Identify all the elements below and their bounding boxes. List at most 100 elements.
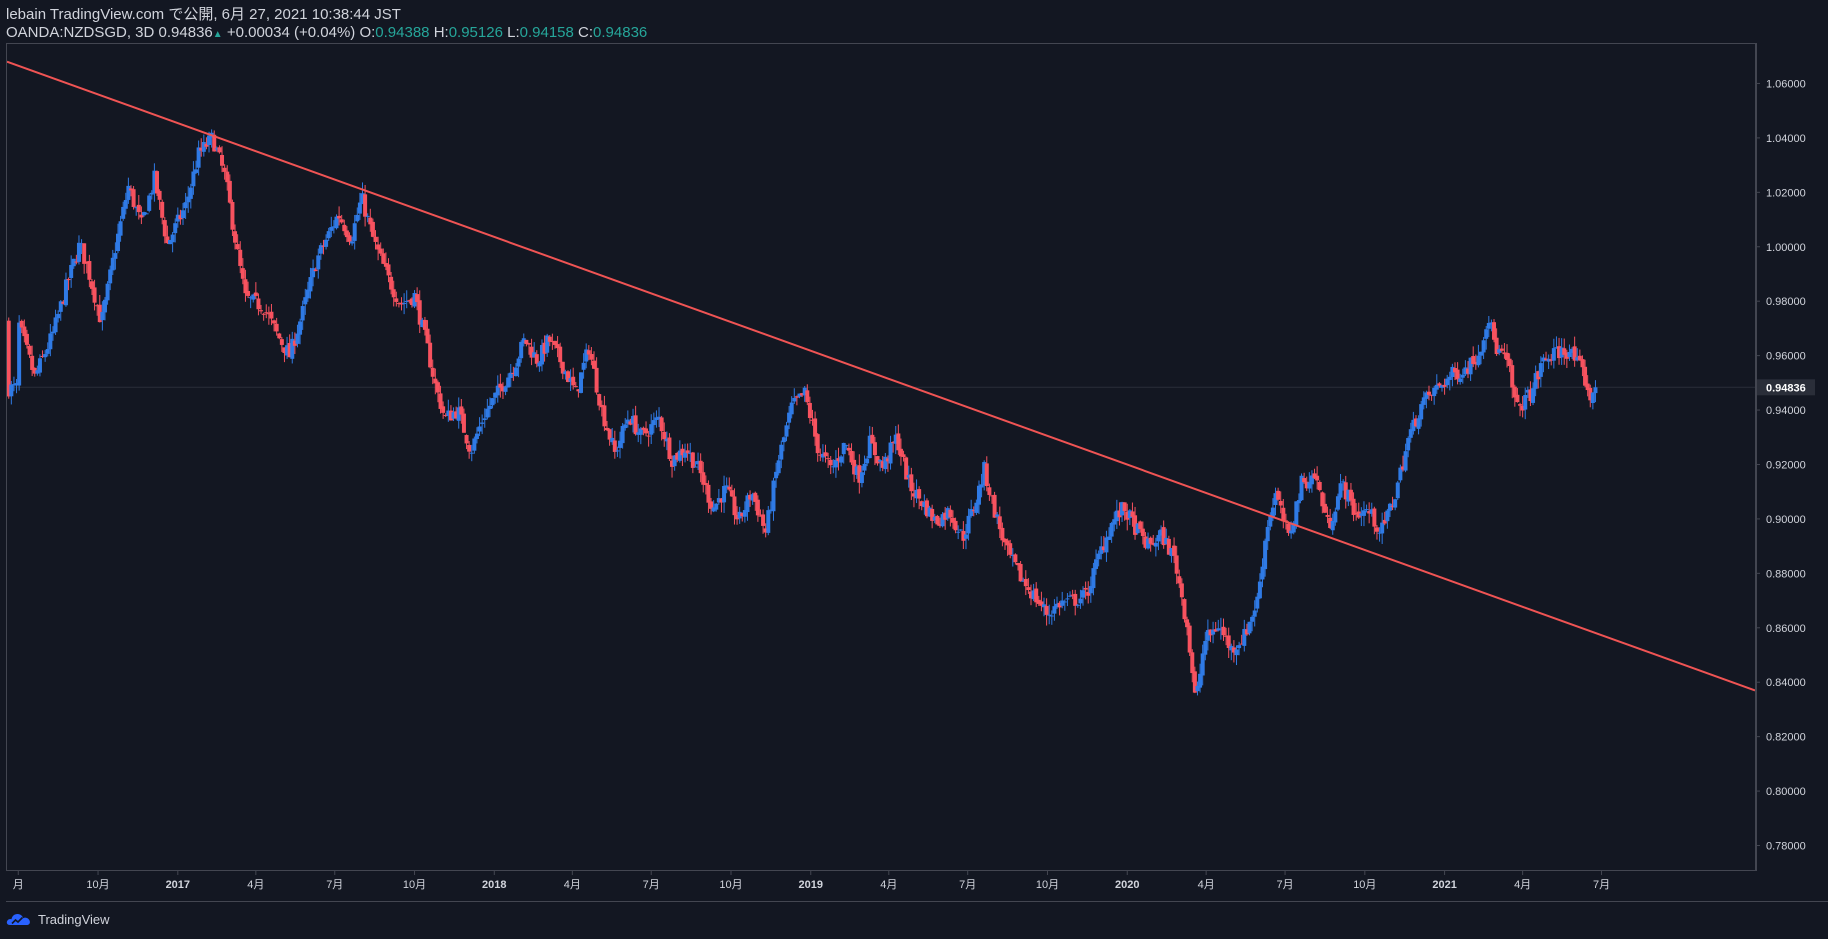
candle-body bbox=[482, 418, 487, 421]
candle-body bbox=[61, 301, 66, 304]
y-tick-label: 1.00000 bbox=[1766, 242, 1806, 254]
x-tick-label: 7月 bbox=[1593, 879, 1610, 891]
candle-body bbox=[690, 452, 695, 468]
candle-body bbox=[342, 224, 347, 232]
candle-body bbox=[633, 415, 638, 435]
x-tick-label: 10月 bbox=[403, 879, 426, 891]
candle-body bbox=[1229, 645, 1234, 651]
x-tick-label: 2021 bbox=[1432, 879, 1456, 891]
candle-body bbox=[43, 354, 48, 358]
candle-body bbox=[230, 202, 235, 230]
candle-body bbox=[217, 147, 222, 153]
candle-body bbox=[1403, 451, 1408, 471]
candle-body bbox=[1291, 522, 1296, 533]
candle-body bbox=[823, 452, 828, 457]
candle-body bbox=[1374, 527, 1379, 532]
candle-body bbox=[1445, 378, 1450, 386]
candle-body bbox=[565, 371, 570, 383]
candle-body bbox=[1525, 389, 1530, 393]
candle-body bbox=[425, 328, 430, 344]
candle-body bbox=[1395, 482, 1400, 499]
close-value: 0.94836 bbox=[593, 24, 648, 41]
candle-body bbox=[1185, 619, 1190, 628]
trendline[interactable] bbox=[7, 60, 1755, 692]
candle-body bbox=[706, 484, 711, 503]
candle-body bbox=[1554, 347, 1559, 349]
candle-body bbox=[292, 340, 297, 346]
candle-body bbox=[1276, 490, 1281, 500]
candle-body bbox=[115, 233, 120, 252]
candle-body bbox=[727, 486, 732, 490]
candle-body bbox=[1192, 671, 1197, 693]
candle-body bbox=[758, 515, 763, 517]
candle-body bbox=[22, 326, 27, 337]
up-arrow-icon: ▲ bbox=[212, 29, 223, 40]
candle-body bbox=[1557, 346, 1562, 359]
candle-body bbox=[1546, 358, 1551, 362]
candle-body bbox=[1429, 394, 1434, 396]
candle-body bbox=[1432, 387, 1437, 397]
candle-body bbox=[800, 393, 805, 396]
candle-body bbox=[1265, 526, 1270, 542]
candle-body bbox=[680, 448, 685, 456]
candle-body bbox=[485, 408, 490, 418]
candle-body bbox=[1000, 527, 1005, 541]
candle-body bbox=[251, 294, 256, 300]
x-tick-label: 10月 bbox=[1036, 879, 1059, 891]
candle-body bbox=[181, 210, 186, 219]
candle-body bbox=[670, 460, 675, 467]
candle-body bbox=[852, 459, 857, 475]
candle-body bbox=[1377, 532, 1382, 534]
candle-body bbox=[1065, 598, 1070, 600]
candle-body bbox=[1268, 515, 1273, 527]
candle-body bbox=[1570, 348, 1575, 353]
x-tick-label: 4月 bbox=[1198, 879, 1215, 891]
candle-body bbox=[1182, 599, 1187, 620]
candle-body bbox=[1294, 501, 1299, 526]
candle-body bbox=[285, 345, 290, 356]
candle-body bbox=[771, 480, 776, 512]
candle-body bbox=[1203, 640, 1208, 655]
candle-body bbox=[820, 453, 825, 458]
candle-body bbox=[1112, 519, 1117, 525]
candle-body bbox=[1380, 522, 1385, 534]
candle-body bbox=[50, 331, 55, 334]
candle-body bbox=[537, 362, 542, 367]
candle-body bbox=[971, 510, 976, 512]
tradingview-cloud-icon bbox=[6, 914, 30, 925]
footer-brand[interactable]: TradingView bbox=[38, 911, 110, 927]
candle-body bbox=[1385, 510, 1390, 522]
candle-body bbox=[992, 494, 997, 518]
candle-body bbox=[500, 386, 505, 392]
candle-body bbox=[1044, 605, 1049, 615]
candle-body bbox=[1205, 630, 1210, 641]
candle-body bbox=[677, 450, 682, 461]
candle-body bbox=[305, 289, 310, 299]
candle-body bbox=[618, 440, 623, 448]
candle-body bbox=[774, 471, 779, 479]
candle-body bbox=[524, 339, 529, 344]
y-tick-label: 0.84000 bbox=[1766, 677, 1806, 689]
candle-body bbox=[459, 406, 464, 415]
candle-body bbox=[1437, 383, 1442, 386]
symbol-label[interactable]: OANDA:NZDSGD, 3D bbox=[6, 24, 155, 41]
candle-body bbox=[1447, 376, 1452, 380]
candle-body bbox=[1577, 355, 1582, 361]
candle-body bbox=[560, 361, 565, 374]
candle-body bbox=[79, 243, 84, 245]
candle-body bbox=[376, 244, 381, 250]
candle-body bbox=[19, 320, 24, 328]
last-price-label-bg bbox=[1757, 379, 1815, 396]
candle-body bbox=[102, 299, 107, 313]
candle-body bbox=[71, 258, 76, 267]
candle-body bbox=[508, 372, 513, 378]
candle-body bbox=[1320, 492, 1325, 507]
candle-body bbox=[300, 306, 305, 321]
candle-body bbox=[420, 319, 425, 327]
candle-body bbox=[1296, 500, 1301, 504]
candle-body bbox=[235, 244, 240, 250]
candle-body bbox=[1237, 645, 1242, 649]
candle-body bbox=[1351, 498, 1356, 515]
candle-body bbox=[256, 298, 261, 310]
